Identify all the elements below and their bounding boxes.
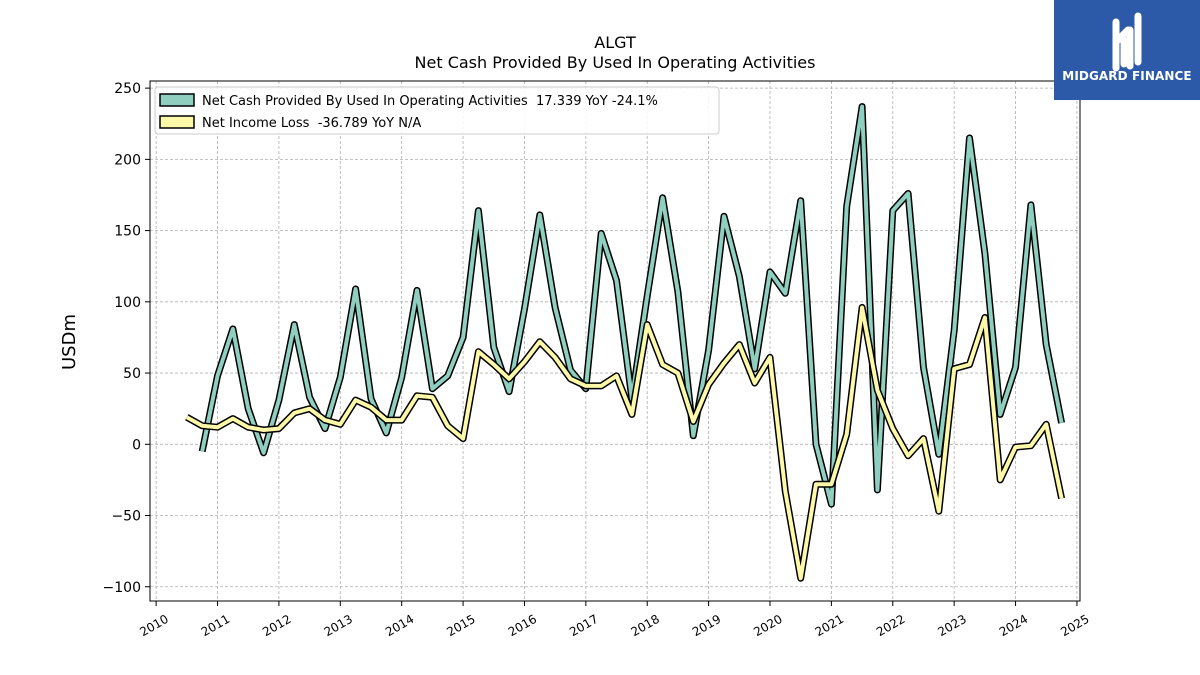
x-tick-label: 2023 [935, 612, 968, 639]
plot-frame [149, 80, 1081, 602]
x-tick-label: 2017 [567, 612, 600, 639]
y-tick-label: 0 [132, 437, 141, 453]
legend-label-cash: Net Cash Provided By Used In Operating A… [202, 94, 658, 109]
x-tick-label: 2010 [137, 612, 170, 639]
brand-logo: MIDGARD FINANCE [1054, 0, 1200, 100]
x-tick-label: 2024 [997, 612, 1030, 639]
midgard-logo-icon [1112, 12, 1142, 72]
x-tick-label: 2020 [751, 612, 784, 639]
x-tick-label: 2011 [199, 612, 232, 639]
x-tick-label: 2013 [322, 612, 355, 639]
y-tick-label: 50 [123, 366, 141, 382]
x-tick-label: 2016 [506, 612, 539, 639]
y-tick-label: 250 [114, 81, 141, 97]
x-tick-label: 2022 [874, 612, 907, 639]
x-tick-label: 2015 [444, 612, 477, 639]
chart-title: ALGT [594, 33, 636, 52]
x-tick-label: 2025 [1058, 612, 1091, 639]
y-axis-label: USDm [59, 314, 80, 370]
y-tick-label: 200 [114, 152, 141, 168]
x-tick-label: 2012 [260, 612, 293, 639]
y-tick-label: −100 [103, 580, 141, 596]
legend-label-income: Net Income Loss -36.789 YoY N/A [202, 116, 421, 131]
series-layer [185, 103, 1066, 582]
brand-name: MIDGARD FINANCE [1062, 69, 1192, 83]
x-tick-label: 2014 [383, 612, 416, 639]
x-tick-label: 2019 [690, 612, 723, 639]
x-tick-label: 2021 [813, 612, 846, 639]
x-tick-label: 2018 [629, 612, 662, 639]
y-tick-label: 150 [114, 224, 141, 240]
y-tick-label: −50 [111, 509, 141, 525]
legend-box [154, 86, 720, 135]
axis-ticks: −100 −50 0 50 100 150 200 250 2010 2011 2012 2013 20… [103, 81, 1092, 639]
legend-swatch-income [159, 115, 195, 129]
series-line-1 [185, 305, 1064, 581]
legend: Net Cash Provided By Used In Operating A… [154, 86, 720, 135]
chart-subtitle: Net Cash Provided By Used In Operating A… [415, 53, 816, 72]
legend-swatch-cash [159, 93, 195, 107]
y-tick-label: 100 [114, 295, 141, 311]
